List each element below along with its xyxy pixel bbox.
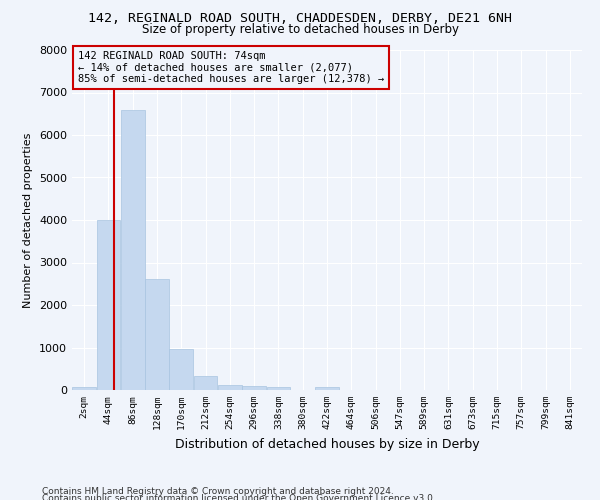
Bar [315, 387, 339, 390]
Text: Size of property relative to detached houses in Derby: Size of property relative to detached ho… [142, 22, 458, 36]
Bar [97, 220, 120, 390]
Bar [145, 278, 169, 390]
Bar [242, 386, 266, 390]
Text: 142, REGINALD ROAD SOUTH, CHADDESDEN, DERBY, DE21 6NH: 142, REGINALD ROAD SOUTH, CHADDESDEN, DE… [88, 12, 512, 26]
Bar [121, 110, 145, 390]
Bar [194, 376, 217, 390]
Bar [72, 387, 96, 390]
Y-axis label: Number of detached properties: Number of detached properties [23, 132, 34, 308]
Bar [266, 387, 290, 390]
X-axis label: Distribution of detached houses by size in Derby: Distribution of detached houses by size … [175, 438, 479, 450]
Text: Contains HM Land Registry data © Crown copyright and database right 2024.: Contains HM Land Registry data © Crown c… [42, 488, 394, 496]
Bar [169, 349, 193, 390]
Text: 142 REGINALD ROAD SOUTH: 74sqm
← 14% of detached houses are smaller (2,077)
85% : 142 REGINALD ROAD SOUTH: 74sqm ← 14% of … [78, 51, 384, 84]
Bar [218, 385, 242, 390]
Text: Contains public sector information licensed under the Open Government Licence v3: Contains public sector information licen… [42, 494, 436, 500]
